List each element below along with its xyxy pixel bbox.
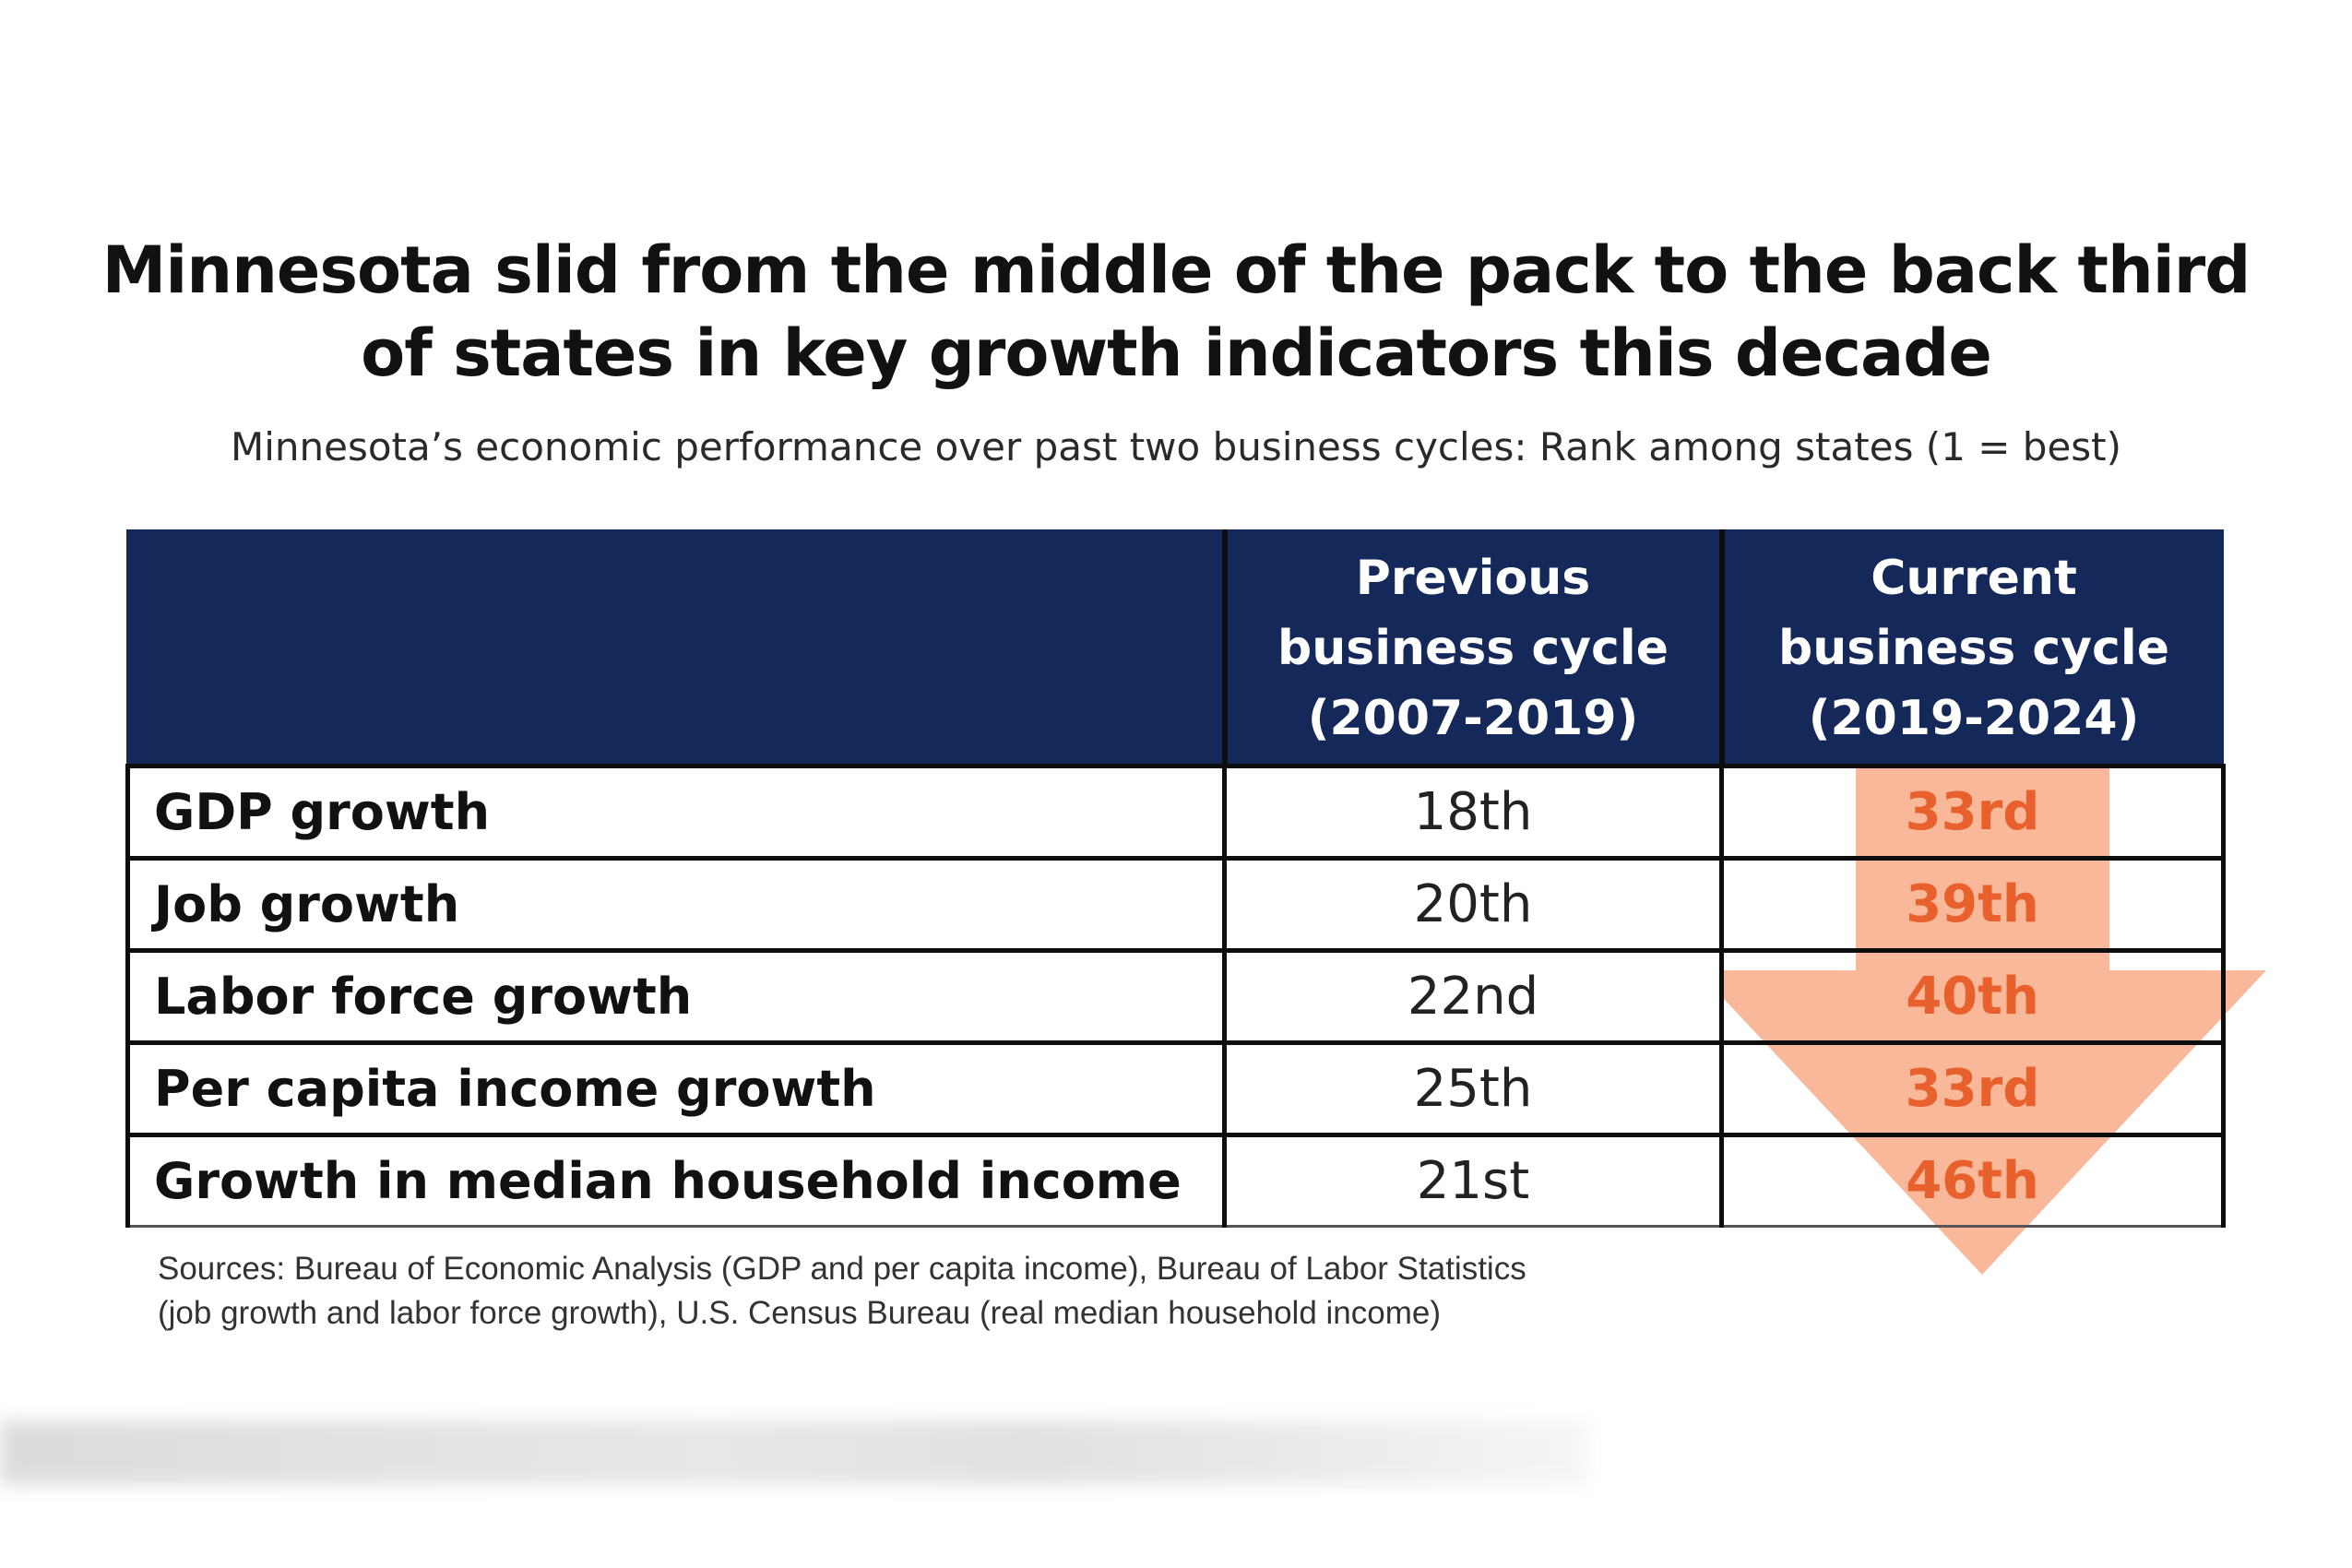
- sources-note: Sources: Bureau of Economic Analysis (GD…: [158, 1247, 1726, 1336]
- header-previous-cycle: Previous business cycle (2007-2019): [1221, 529, 1722, 766]
- chart-subtitle: Minnesota’s economic performance over pa…: [230, 424, 2122, 469]
- header-previous-line1: Previous: [1355, 551, 1591, 606]
- header-current-line2: business cycle: [1778, 621, 2169, 676]
- current-rank-per-capita-income-growth: 33rd: [1719, 1040, 2226, 1137]
- table-row: Per capita income growth 25th 33rd: [125, 1040, 2226, 1137]
- previous-rank-gdp-growth: 18th: [1222, 764, 1724, 861]
- header-current-cycle: Current business cycle (2019-2024): [1718, 529, 2224, 766]
- table-row: GDP growth 18th 33rd: [125, 764, 2226, 861]
- sources-line-2: (job growth and labor force growth), U.S…: [158, 1295, 1441, 1331]
- sources-line-1: Sources: Bureau of Economic Analysis (GD…: [158, 1251, 1526, 1287]
- current-rank-labor-force-growth: 40th: [1719, 948, 2226, 1045]
- current-rank-gdp-growth: 33rd: [1719, 764, 2226, 861]
- header-current-line1: Current: [1871, 551, 2077, 606]
- table-header-row: Previous business cycle (2007-2019) Curr…: [125, 529, 2224, 766]
- chart-title: Minnesota slid from the middle of the pa…: [101, 232, 2251, 391]
- previous-rank-job-growth: 20th: [1222, 856, 1724, 953]
- row-label-per-capita-income-growth: Per capita income growth: [125, 1040, 1227, 1137]
- table-row: Labor force growth 22nd 40th: [125, 948, 2226, 1045]
- table-row: Growth in median household income 21st 4…: [125, 1133, 2226, 1228]
- previous-rank-labor-force-growth: 22nd: [1222, 948, 1724, 1045]
- rank-table: Previous business cycle (2007-2019) Curr…: [125, 529, 2226, 1228]
- row-label-median-household-income: Growth in median household income: [125, 1133, 1227, 1228]
- row-label-job-growth: Job growth: [125, 856, 1227, 953]
- current-rank-median-household-income: 46th: [1719, 1133, 2226, 1228]
- row-label-gdp-growth: GDP growth: [125, 764, 1227, 861]
- header-blank-cell: [125, 529, 1225, 766]
- previous-rank-per-capita-income-growth: 25th: [1222, 1040, 1724, 1137]
- header-previous-line2: business cycle: [1277, 621, 1669, 676]
- row-label-labor-force-growth: Labor force growth: [125, 948, 1227, 1045]
- table-row: Job growth 20th 39th: [125, 856, 2226, 953]
- current-rank-job-growth: 39th: [1719, 856, 2226, 953]
- blurred-caption-strip: [0, 1420, 1586, 1485]
- previous-rank-median-household-income: 21st: [1222, 1133, 1724, 1228]
- header-current-line3: (2019-2024): [1808, 691, 2140, 746]
- header-previous-line3: (2007-2019): [1307, 691, 1639, 746]
